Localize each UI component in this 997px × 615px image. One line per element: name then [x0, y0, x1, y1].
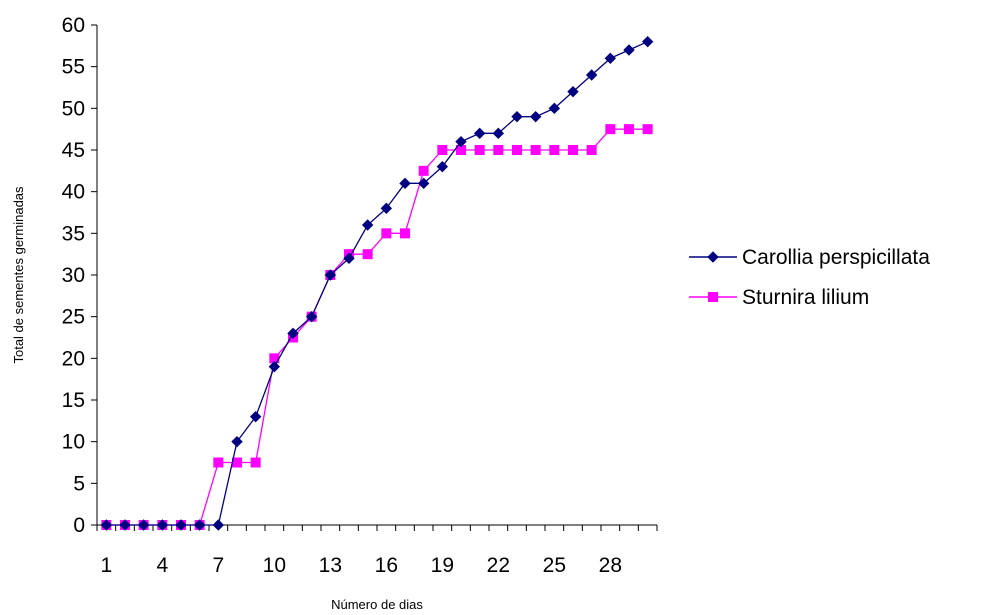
data-point: [232, 457, 242, 468]
data-point: [530, 145, 541, 155]
data-point: [175, 519, 187, 531]
data-point: [623, 44, 635, 56]
legend-label: Carollia perspicillata: [742, 246, 930, 269]
data-point: [567, 85, 579, 98]
y-tick-label: 20: [62, 347, 85, 370]
data-point: [119, 519, 131, 531]
data-point: [474, 145, 485, 155]
y-tick-label: 15: [62, 389, 85, 412]
y-tick-label: 50: [62, 97, 85, 120]
data-point: [193, 519, 206, 531]
data-point: [249, 410, 262, 423]
data-point: [604, 52, 617, 65]
series-lines: [100, 35, 654, 531]
x-tick-label: 28: [599, 554, 622, 577]
series-line: [106, 128, 648, 526]
legend-marker: [708, 292, 718, 302]
x-tick-label: 16: [375, 554, 398, 577]
data-point: [137, 519, 150, 531]
legend: Carollia perspicillata Sturnira lilium: [689, 246, 930, 309]
data-point: [305, 310, 318, 323]
data-point: [493, 145, 504, 155]
data-point: [381, 228, 392, 239]
data-point: [586, 145, 597, 155]
data-point: [605, 124, 616, 135]
legend-item: Carollia perspicillata: [689, 246, 930, 269]
data-point: [231, 435, 243, 448]
data-point: [417, 177, 430, 190]
legend-marker: [707, 251, 719, 263]
data-point: [100, 519, 113, 531]
data-point: [492, 127, 505, 140]
data-point: [512, 145, 522, 155]
y-tick-label: 10: [62, 431, 85, 454]
x-axis: 1 4 7 10 13 16 19 22 25 28: [96, 524, 658, 577]
data-point: [343, 252, 355, 265]
y-tick-label: 40: [62, 181, 85, 204]
data-point: [380, 202, 393, 215]
data-point: [548, 102, 561, 115]
x-tick-label: 22: [487, 554, 510, 577]
data-point: [624, 124, 634, 135]
x-axis-title: Número de dias: [331, 597, 423, 612]
data-point: [568, 145, 578, 155]
data-point: [473, 127, 486, 140]
x-tick-label: 13: [319, 554, 342, 577]
data-point: [511, 110, 523, 123]
data-point: [268, 360, 281, 373]
data-point: [213, 457, 224, 468]
data-point: [436, 160, 449, 173]
x-tick-label: 4: [156, 554, 168, 577]
data-point: [455, 135, 467, 148]
series-line: [106, 41, 648, 526]
x-tick-label: 19: [431, 554, 454, 577]
y-tick-label: 60: [62, 14, 85, 37]
data-point: [250, 457, 261, 468]
data-point: [362, 249, 373, 260]
data-point: [642, 124, 653, 135]
series-carollia-perspicillata: [100, 35, 654, 531]
y-tick-label: 5: [73, 472, 85, 495]
x-tick-label: 10: [263, 554, 286, 577]
legend-item: Sturnira lilium: [689, 286, 869, 309]
data-point: [287, 327, 299, 340]
data-point: [549, 145, 560, 155]
data-point: [156, 519, 169, 531]
data-point: [324, 269, 337, 281]
x-tick-label: 7: [212, 554, 224, 577]
y-axis-title: Total de sementes germinadas: [11, 186, 26, 364]
data-point: [437, 145, 448, 155]
data-point: [400, 228, 410, 239]
y-tick-label: 35: [62, 222, 85, 245]
x-tick-label: 25: [543, 554, 566, 577]
series-sturnira-lilium: [101, 124, 653, 530]
data-point: [585, 69, 598, 81]
data-point: [641, 35, 654, 48]
data-point: [529, 110, 542, 123]
data-point: [418, 165, 429, 176]
y-tick-label: 55: [62, 56, 85, 79]
data-point: [212, 519, 225, 531]
data-point: [361, 219, 374, 231]
data-point: [399, 177, 411, 190]
y-tick-label: 25: [62, 306, 85, 329]
y-tick-label: 45: [62, 139, 85, 162]
x-tick-label: 1: [100, 554, 112, 577]
y-tick-label: 0: [73, 514, 85, 537]
y-axis: 0 5 10 15 20 25 30 35 40 45 50 55 60: [62, 14, 98, 537]
y-tick-label: 30: [62, 264, 85, 287]
legend-label: Sturnira lilium: [742, 286, 869, 309]
